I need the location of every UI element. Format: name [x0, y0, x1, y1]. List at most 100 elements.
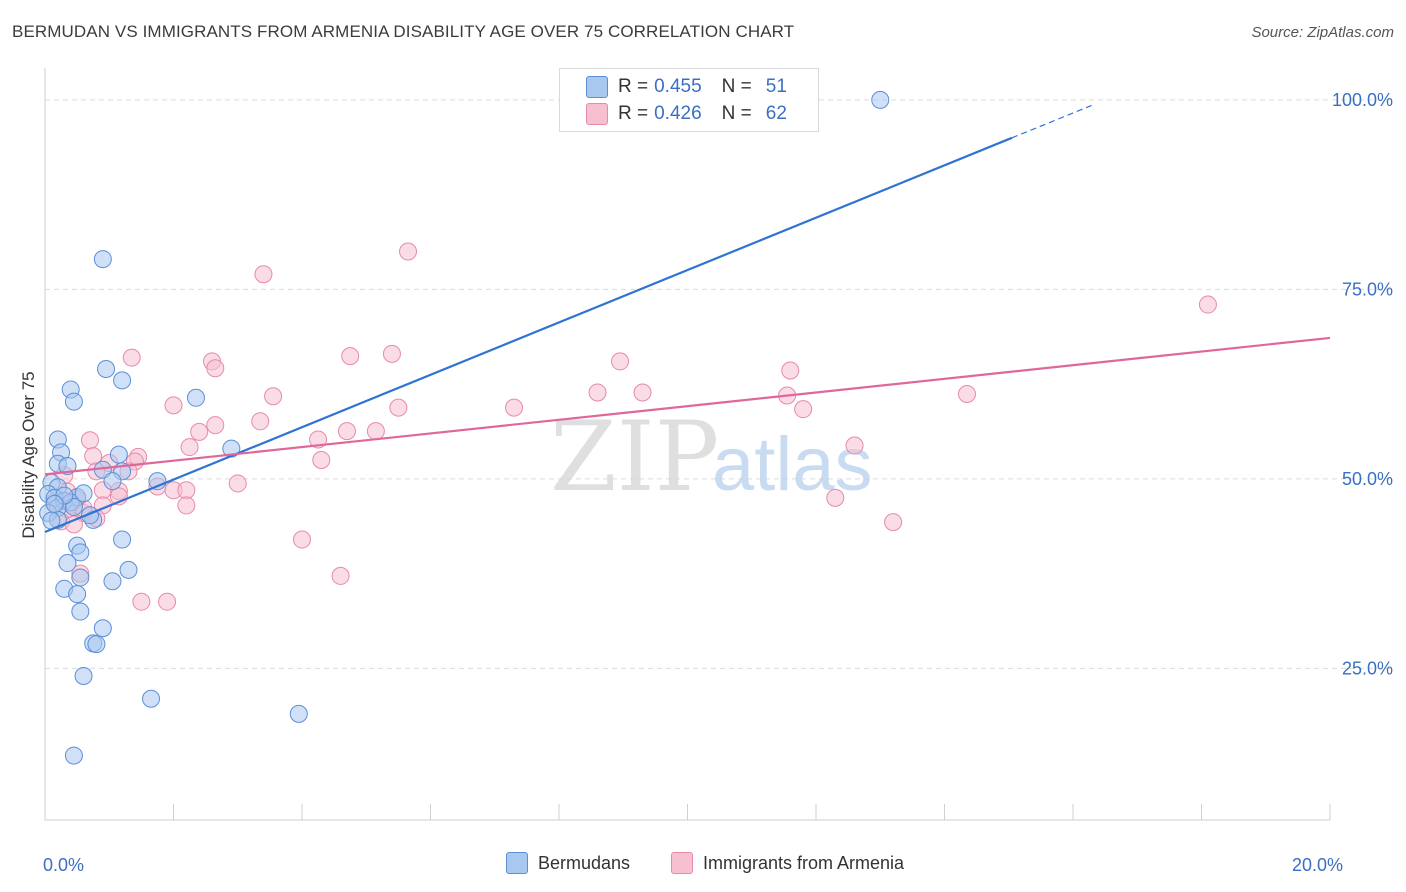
legend-r-value: 0.426: [654, 103, 702, 124]
armenia-point: [177, 496, 196, 515]
bermudans-point: [186, 388, 205, 407]
y-tick-label: 100.0%: [1332, 90, 1393, 110]
legend-swatch-pink: [586, 103, 608, 125]
x-tick-label: 0.0%: [43, 855, 84, 875]
bottom-legend-label: Immigrants from Armenia: [703, 852, 905, 873]
armenia-point: [158, 592, 177, 611]
legend-n-label: N =: [721, 103, 752, 124]
armenia-point: [331, 566, 350, 585]
armenia-point: [588, 383, 607, 402]
legend-n-label: N =: [721, 76, 752, 97]
legend-row-armenia: R = 0.426 N = 62: [586, 101, 787, 127]
bottom-legend-armenia: Immigrants from Armenia: [671, 852, 904, 874]
bermudans-point: [71, 543, 90, 562]
legend-row-bermudans: R = 0.455 N = 51: [586, 74, 787, 100]
armenia-point: [293, 530, 311, 549]
bottom-legend-label: Bermudans: [538, 852, 631, 873]
bottom-legend-swatch-pink: [671, 852, 693, 874]
watermark-zip: ZIP: [550, 401, 719, 513]
armenia-point: [264, 387, 283, 406]
watermark-atlas: atlas: [712, 422, 873, 507]
bermudans-point: [97, 359, 116, 378]
bermudans-point: [871, 90, 890, 109]
armenia-point: [794, 400, 813, 419]
bermudans-point: [74, 484, 93, 503]
bottom-legend-bermudans: Bermudans: [506, 852, 630, 874]
legend-r-label: R =: [618, 103, 649, 124]
watermark: ZIP atlas: [550, 401, 873, 513]
bermudans-point: [119, 560, 138, 579]
y-tick-label: 50.0%: [1342, 469, 1393, 489]
armenia-point: [366, 422, 385, 441]
bermudans-point: [58, 457, 77, 476]
armenia-point: [254, 265, 273, 284]
armenia-point: [309, 430, 328, 449]
legend-n-value: 62: [765, 103, 787, 124]
x-tick-label: 20.0%: [1292, 855, 1343, 875]
armenia-point: [1198, 295, 1217, 314]
stats-legend: R = 0.455 N = 51 R = 0.426 N = 62: [559, 68, 819, 132]
armenia-point: [399, 242, 418, 261]
bermudans-point: [45, 494, 64, 513]
legend-n-value: 51: [765, 76, 787, 97]
bermudans-point: [103, 472, 122, 491]
armenia-point: [382, 344, 401, 363]
armenia-point: [228, 474, 247, 493]
armenia-point: [633, 383, 652, 402]
armenia-point: [826, 488, 845, 507]
y-tick-label: 75.0%: [1342, 279, 1393, 299]
bermudans-point: [71, 568, 90, 587]
armenia-point: [505, 398, 524, 417]
legend-swatch-blue: [586, 76, 608, 98]
armenia-point: [206, 359, 225, 378]
trendlines: [44, 104, 1331, 533]
armenia-point: [341, 347, 360, 366]
bermudans-point: [64, 392, 83, 411]
bermudans-point: [87, 635, 106, 654]
armenia-point: [132, 592, 151, 611]
armenia-trendline: [44, 336, 1331, 476]
armenia-point: [190, 422, 209, 441]
armenia-point: [80, 431, 99, 450]
bottom-legend-swatch-blue: [506, 852, 528, 874]
legend-r-value: 0.455: [654, 76, 702, 97]
armenia-point: [337, 422, 356, 441]
armenia-point: [206, 416, 225, 435]
armenia-point: [781, 361, 800, 380]
bermudans-point: [71, 602, 90, 621]
bermudans-trendline-extension: [1011, 104, 1093, 139]
bermudans-point: [109, 445, 128, 464]
bermudans-point: [68, 585, 87, 604]
legend-r-label: R =: [618, 76, 649, 97]
armenia-point: [177, 481, 196, 500]
armenia-point: [884, 513, 903, 532]
source-credit: Source: ZipAtlas.com: [1251, 24, 1394, 41]
bermudans-point: [103, 572, 122, 591]
bermudans-point: [93, 250, 112, 269]
armenia-point: [180, 438, 199, 457]
bermudans-trendline: [44, 136, 1013, 533]
chart-title: BERMUDAN VS IMMIGRANTS FROM ARMENIA DISA…: [12, 22, 795, 41]
y-tick-label: 25.0%: [1342, 658, 1393, 678]
bermudans-point: [113, 530, 132, 549]
armenia-point: [957, 385, 976, 404]
armenia-point: [164, 396, 183, 415]
y-axis-label: Disability Age Over 75: [19, 371, 38, 538]
armenia-point: [611, 352, 630, 371]
bermudans-point: [113, 371, 132, 390]
bermudans-point: [93, 619, 112, 638]
bermudans-point: [74, 666, 93, 685]
axes: [44, 68, 1331, 821]
armenia-point: [312, 450, 331, 469]
bermudans-point: [64, 746, 83, 765]
bermudans-point: [58, 554, 77, 573]
armenia-point: [122, 348, 141, 367]
tick-labels: 100.0% 75.0% 50.0% 25.0% 0.0% 20.0%: [43, 90, 1393, 875]
bermudans-point: [289, 704, 308, 723]
gridlines: [45, 99, 1394, 669]
armenia-point: [389, 398, 408, 417]
bermudans-point: [142, 689, 161, 708]
armenia-point: [845, 436, 864, 455]
armenia-point: [251, 412, 270, 431]
